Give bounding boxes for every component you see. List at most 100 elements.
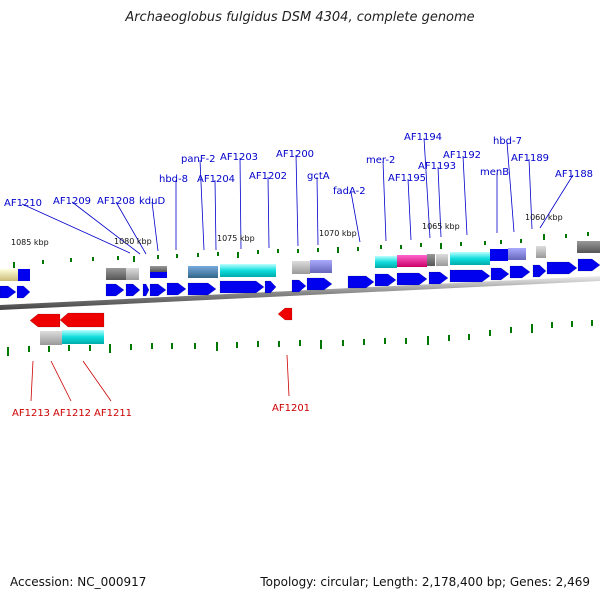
forward-gene-label: AF1195 bbox=[388, 173, 426, 184]
forward-gene-label: AF1193 bbox=[418, 161, 456, 172]
ruler-label: 1065 kbp bbox=[422, 222, 460, 231]
forward-gene-label: AF1204 bbox=[197, 174, 235, 185]
forward-gene-label: AF1188 bbox=[555, 169, 593, 180]
forward-gene-arrow bbox=[374, 273, 397, 287]
reverse-gene-label: AF1213 bbox=[12, 408, 50, 419]
label-leader-line bbox=[423, 137, 431, 239]
forward-gene-arrow bbox=[149, 283, 167, 297]
forward-gene-label: AF1192 bbox=[443, 150, 481, 161]
forward-gene-arrow bbox=[532, 264, 547, 278]
forward-gene-arrow bbox=[187, 282, 217, 296]
feature-block bbox=[0, 269, 18, 281]
forward-gene-arrow bbox=[166, 282, 187, 296]
backbone-band bbox=[0, 276, 600, 310]
forward-gene-label: AF1194 bbox=[404, 132, 442, 143]
ruler-label: 1060 kbp bbox=[525, 213, 563, 222]
forward-gene-label: AF1208 bbox=[97, 196, 135, 207]
forward-gene-label: kduD bbox=[139, 196, 165, 207]
feature-block bbox=[106, 268, 126, 280]
forward-gene-label: hbd-8 bbox=[159, 174, 188, 185]
forward-gene-arrow bbox=[264, 280, 277, 294]
forward-gene-arrow bbox=[16, 285, 31, 299]
label-leader-line bbox=[21, 203, 131, 254]
label-leader-line bbox=[382, 160, 387, 242]
reverse-gene-arrow bbox=[277, 307, 293, 321]
ruler-label: 1075 kbp bbox=[217, 234, 255, 243]
ruler-label: 1085 kbp bbox=[11, 238, 49, 247]
feature-block bbox=[40, 331, 62, 345]
reverse-gene-arrow bbox=[59, 312, 105, 328]
label-leader-line bbox=[286, 354, 290, 397]
label-leader-line bbox=[267, 176, 270, 249]
forward-gene-label: AF1209 bbox=[53, 196, 91, 207]
feature-block bbox=[220, 264, 276, 277]
reverse-gene-arrow bbox=[29, 313, 61, 328]
label-leader-line bbox=[539, 174, 574, 229]
feature-block bbox=[375, 256, 397, 268]
forward-gene-label: gctA bbox=[307, 171, 330, 182]
forward-gene-label: AF1203 bbox=[220, 152, 258, 163]
forward-gene-arrow bbox=[509, 265, 531, 279]
forward-gene-arrow bbox=[490, 267, 510, 281]
feature-block bbox=[310, 260, 332, 273]
forward-gene-arrow bbox=[125, 283, 141, 297]
label-leader-line bbox=[407, 178, 412, 241]
label-leader-line bbox=[528, 158, 533, 230]
feature-block bbox=[397, 255, 427, 267]
feature-block bbox=[62, 330, 104, 344]
forward-gene-label: menB bbox=[480, 167, 509, 178]
forward-gene-arrow bbox=[219, 280, 265, 294]
forward-gene-arrow bbox=[291, 279, 307, 293]
position-ruler: 1085 kbp 1080 kbp 1075 kbp 1070 kbp 1065 kbp… bbox=[11, 213, 563, 247]
forward-gene-label: panF-2 bbox=[181, 154, 216, 165]
forward-gene-label: hbd-7 bbox=[493, 136, 522, 147]
genome-title: Archaeoglobus fulgidus DSM 4304, complet… bbox=[125, 10, 475, 25]
feature-block bbox=[450, 252, 490, 265]
forward-gene-arrow bbox=[306, 277, 333, 291]
gene-labels: AF1210 AF1209 AF1208 kduD hbd-8 panF-2 AF1204 A… bbox=[4, 132, 593, 419]
forward-gene-arrow bbox=[142, 283, 150, 297]
feature-block bbox=[188, 266, 218, 278]
ruler-label: 1070 kbp bbox=[319, 229, 357, 238]
genome-backbone bbox=[0, 276, 600, 310]
feature-block bbox=[18, 269, 30, 281]
label-leader-lines bbox=[21, 137, 574, 402]
reverse-gene-label: AF1201 bbox=[272, 403, 310, 414]
label-leader-line bbox=[295, 154, 299, 247]
forward-gene-arrow bbox=[105, 283, 125, 297]
feature-block bbox=[490, 249, 508, 261]
forward-gene-arrow bbox=[347, 275, 375, 289]
label-leader-line bbox=[82, 360, 112, 402]
accession-label: Accession: NC_000917 bbox=[10, 575, 147, 589]
feature-block bbox=[150, 266, 167, 272]
forward-gene-arrow bbox=[546, 261, 578, 275]
position-ticks bbox=[7, 232, 593, 356]
label-leader-line bbox=[350, 191, 361, 243]
forward-gene-label: AF1189 bbox=[511, 153, 549, 164]
feature-block bbox=[292, 261, 310, 274]
label-leader-line bbox=[506, 141, 515, 233]
genome-summary: Topology: circular; Length: 2,178,400 bp… bbox=[260, 575, 590, 589]
forward-gene-arrow bbox=[577, 258, 600, 272]
feature-block bbox=[150, 272, 167, 278]
feature-block bbox=[427, 254, 435, 266]
forward-gene-label: mer-2 bbox=[366, 155, 395, 166]
label-leader-line bbox=[437, 166, 442, 238]
forward-gene-label: AF1200 bbox=[276, 149, 314, 160]
label-leader-line bbox=[239, 157, 242, 250]
label-leader-line bbox=[115, 201, 147, 255]
label-leader-line bbox=[151, 201, 159, 252]
feature-block bbox=[536, 246, 546, 258]
feature-block bbox=[126, 268, 139, 280]
label-leader-line bbox=[214, 179, 217, 251]
feature-block bbox=[508, 248, 526, 260]
label-leader-line bbox=[316, 176, 319, 246]
forward-gene-arrow bbox=[0, 285, 17, 299]
feature-blocks bbox=[0, 241, 600, 345]
label-leader-line bbox=[71, 201, 141, 255]
forward-gene-arrow bbox=[428, 271, 449, 285]
feature-block bbox=[577, 241, 600, 253]
forward-gene-arrow bbox=[396, 272, 428, 286]
